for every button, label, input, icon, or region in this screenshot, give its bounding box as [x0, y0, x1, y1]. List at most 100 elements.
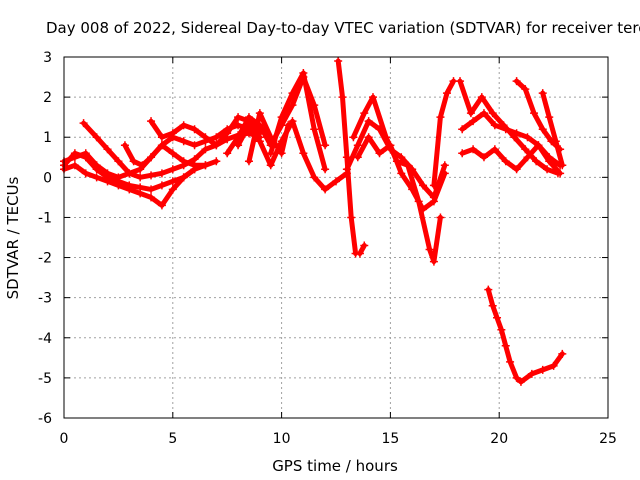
data-point — [488, 109, 497, 118]
plot-frame — [63, 56, 609, 419]
chart-title: Day 008 of 2022, Sidereal Day-to-day VTE… — [46, 19, 640, 37]
data-point — [114, 177, 123, 186]
data-point — [521, 145, 530, 154]
series-trace-11 — [334, 57, 360, 258]
grid — [64, 57, 608, 418]
data-point — [70, 149, 79, 158]
data-point — [201, 161, 210, 170]
series-line — [540, 90, 565, 168]
data-point — [168, 129, 177, 138]
y-tick-label: -2 — [38, 251, 52, 267]
data-point — [92, 133, 101, 142]
series-trace-14 — [349, 93, 445, 266]
data-point — [201, 133, 210, 142]
series-trace-12 — [355, 241, 369, 258]
x-tick-label: 25 — [599, 431, 617, 447]
data-point — [277, 149, 286, 158]
data-point — [277, 113, 286, 122]
data-point — [244, 157, 253, 166]
series-trace-09 — [266, 69, 330, 174]
data-point — [556, 169, 565, 178]
series-trace-10 — [244, 109, 293, 166]
data-point — [157, 169, 166, 178]
data-point — [338, 93, 347, 102]
data-point — [334, 57, 343, 66]
data-point — [479, 109, 488, 118]
data-point — [266, 149, 275, 158]
data-point — [484, 285, 493, 294]
data-point — [558, 349, 567, 358]
data-point — [551, 137, 560, 146]
data-point — [168, 165, 177, 174]
data-point — [436, 213, 445, 222]
data-point — [147, 117, 156, 126]
data-point — [364, 133, 373, 142]
data-point — [190, 125, 199, 134]
y-tick-label: -4 — [38, 331, 52, 347]
data-point — [458, 149, 467, 158]
series-layer — [60, 57, 567, 386]
data-point — [103, 173, 112, 182]
series-trace-20 — [512, 77, 565, 154]
data-point — [201, 145, 210, 154]
x-axis-title: GPS time / hours — [272, 457, 398, 475]
data-point — [234, 141, 243, 150]
data-point — [120, 141, 129, 150]
data-point — [310, 125, 319, 134]
data-point — [375, 149, 384, 158]
data-point — [355, 249, 364, 258]
data-point — [103, 145, 112, 154]
data-point — [81, 169, 90, 178]
data-point — [342, 153, 351, 162]
y-axis: -6 -5 -4 -3 -2 -1 0 1 2 3 — [38, 50, 608, 427]
data-point — [70, 161, 79, 170]
data-point — [255, 137, 264, 146]
data-point — [179, 121, 188, 130]
data-point — [136, 183, 145, 192]
data-point — [288, 101, 297, 110]
data-point — [168, 149, 177, 158]
series-trace-16 — [429, 77, 458, 190]
data-point — [321, 141, 330, 150]
data-point — [299, 69, 308, 78]
data-point — [477, 93, 486, 102]
data-point — [288, 89, 297, 98]
series-line — [514, 78, 563, 152]
data-point — [488, 301, 497, 310]
data-point — [419, 205, 428, 214]
data-point — [157, 181, 166, 190]
data-point — [234, 113, 243, 122]
data-point — [332, 177, 340, 186]
data-point — [516, 377, 525, 386]
data-point — [255, 109, 264, 118]
series-trace-15 — [353, 133, 449, 214]
data-point — [129, 157, 138, 166]
data-point — [419, 181, 428, 190]
x-axis: 0 5 10 15 20 25 — [60, 57, 617, 447]
data-point — [506, 357, 515, 366]
data-point — [429, 257, 438, 266]
data-point — [353, 153, 362, 162]
data-point — [436, 113, 445, 122]
data-point — [456, 77, 465, 86]
data-point — [223, 129, 232, 138]
data-point — [501, 125, 510, 134]
x-tick-label: 10 — [273, 431, 291, 447]
data-point — [386, 141, 395, 150]
data-point — [512, 165, 521, 174]
data-point — [397, 153, 406, 162]
y-tick-label: 0 — [43, 170, 52, 186]
data-point — [168, 185, 177, 194]
data-point — [157, 141, 166, 150]
series-trace-21 — [538, 89, 567, 170]
data-point — [469, 117, 478, 126]
data-point — [549, 361, 558, 370]
series-trace-19 — [458, 141, 565, 178]
series-line — [431, 78, 456, 188]
data-point — [125, 181, 134, 190]
data-point — [125, 169, 134, 178]
data-point — [538, 89, 547, 98]
data-point — [353, 141, 362, 150]
data-point — [545, 157, 554, 166]
data-point — [512, 373, 521, 382]
